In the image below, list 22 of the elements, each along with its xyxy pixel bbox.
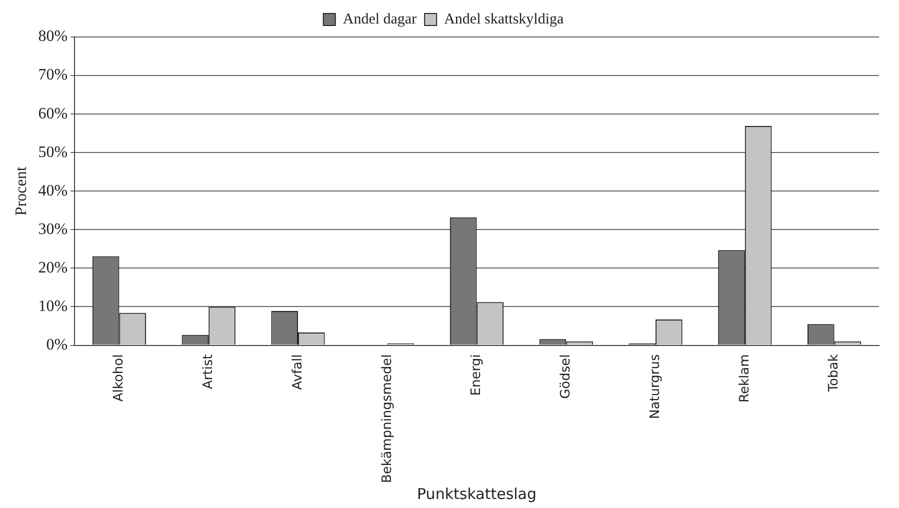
y-tick-label: 60% [38, 105, 68, 122]
x-tick-label: Bekämpningsmedel [380, 354, 395, 484]
x-tick-label: Naturgrus [648, 354, 663, 420]
y-tick-label: 10% [38, 298, 68, 315]
legend-label: Andel skattskyldiga [444, 11, 564, 28]
y-tick-label: 50% [38, 144, 68, 161]
x-tick-label: Avfall [290, 354, 306, 390]
y-tick-label: 0% [46, 336, 68, 354]
x-tick-label: Tobak [826, 354, 842, 393]
x-tick-label: Gödsel [558, 354, 574, 399]
x-tick-label: Reklam [737, 354, 752, 402]
x-tick-label: Energi [469, 354, 484, 396]
y-tick-label: 80% [38, 28, 68, 46]
x-axis-title: Punktskatteslag [417, 484, 537, 503]
x-tick-label: Artist [200, 354, 216, 390]
y-tick-label: 70% [38, 66, 68, 84]
legend-label: Andel dagar [342, 11, 417, 28]
y-tick-label: 20% [38, 259, 68, 276]
y-tick-label: 30% [38, 220, 68, 238]
y-axis-title: Procent [12, 166, 30, 216]
y-tick-label: 40% [38, 182, 68, 200]
x-tick-label: Alkohol [112, 354, 127, 402]
